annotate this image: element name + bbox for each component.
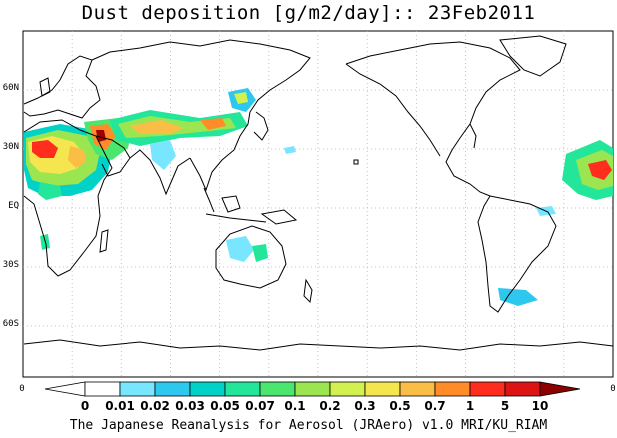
dust-westafrica xyxy=(38,182,62,200)
colorbar-label: 5 xyxy=(501,399,509,413)
lat-label-60n: 60N xyxy=(3,83,19,93)
colorbar-edge-left-label: 0 xyxy=(19,384,24,394)
dust-australia-east xyxy=(252,244,268,262)
colorbar-edge-right-label: 0 xyxy=(610,384,615,394)
colorbar-label: 0.3 xyxy=(354,399,375,413)
colorbar-swatch xyxy=(329,381,366,397)
coast-hawaii xyxy=(353,159,359,165)
coast-borneo xyxy=(221,195,241,213)
dust-taklimakan xyxy=(200,118,226,130)
map-footer: The Japanese Reanalysis for Aerosol (JRA… xyxy=(69,418,548,433)
colorbar-label: 0.05 xyxy=(210,399,240,413)
dust-pacific-speck xyxy=(284,146,296,154)
colorbar-label: 0.01 xyxy=(105,399,135,413)
colorbar-swatch xyxy=(434,381,471,397)
lat-label-30n: 30N xyxy=(3,142,19,152)
colorbar xyxy=(44,381,581,397)
colorbar-label: 1 xyxy=(466,399,474,413)
colorbar-swatch xyxy=(189,381,226,397)
colorbar-swatch xyxy=(504,381,541,397)
dust-asia-belt-core xyxy=(130,120,184,134)
colorbar-label: 0.03 xyxy=(175,399,205,413)
coast-na-west xyxy=(345,63,441,157)
map-title: Dust deposition [g/m2/day]:: 23Feb2011 xyxy=(81,2,536,24)
colorbar-label: 10 xyxy=(532,399,549,413)
colorbar-swatch xyxy=(259,381,296,397)
coast-europe xyxy=(23,55,101,119)
lat-label-60s: 60S xyxy=(3,319,19,329)
dust-red-spot xyxy=(96,130,106,142)
coast-africa xyxy=(23,119,113,277)
colorbar-label: 0.02 xyxy=(140,399,170,413)
colorbar-swatch xyxy=(469,381,506,397)
coast-uk xyxy=(39,77,51,97)
coast-south-america xyxy=(477,195,557,313)
colorbar-label: 0.5 xyxy=(389,399,410,413)
coast-north-america xyxy=(345,41,521,197)
dust-patagonia xyxy=(498,288,538,306)
colorbar-label: 0.2 xyxy=(319,399,340,413)
colorbar-label: 0 xyxy=(81,399,89,413)
colorbar-label: 0.1 xyxy=(284,399,305,413)
colorbar-swatch xyxy=(119,381,156,397)
coastlines xyxy=(23,35,614,351)
coast-japan xyxy=(253,111,269,141)
coast-madagascar xyxy=(99,229,109,253)
colorbar-swatch xyxy=(224,381,261,397)
dust-india xyxy=(150,140,176,170)
lat-label-eq: EQ xyxy=(8,201,19,211)
dust-sahara-core2 xyxy=(68,146,86,168)
colorbar-swatch xyxy=(399,381,436,397)
coast-indonesia xyxy=(205,213,267,223)
colorbar-swatch xyxy=(84,381,121,397)
colorbar-swatch xyxy=(364,381,401,397)
colorbar-swatch xyxy=(294,381,331,397)
dust-deposition-field xyxy=(24,88,613,306)
colorbar-label: 0.07 xyxy=(245,399,275,413)
colorbar-low-arrow xyxy=(44,381,86,397)
colorbar-labels: 0 0.01 0.02 0.03 0.05 0.07 0.1 0.2 0.3 0.5 0.7 1 5 10 xyxy=(81,399,549,413)
colorbar-label: 0.7 xyxy=(424,399,445,413)
coast-florida xyxy=(469,123,477,149)
coast-malay xyxy=(203,187,215,213)
lat-label-30s: 30S xyxy=(3,260,19,270)
colorbar-swatch xyxy=(154,381,191,397)
dust-australia xyxy=(226,236,254,262)
coast-new-zealand xyxy=(303,278,313,304)
coast-india xyxy=(129,149,191,196)
dust-mongolia-core xyxy=(234,92,248,104)
dust-sahara-east-core xyxy=(588,160,612,180)
dust-sahara-core xyxy=(32,140,58,158)
lat-labels: 60N 30N EQ 30S 60S xyxy=(3,83,19,329)
coast-new-guinea xyxy=(260,209,298,225)
graticule xyxy=(23,31,613,377)
coast-se-asia xyxy=(189,111,251,192)
coast-asia-north xyxy=(91,39,311,113)
coast-antarctica xyxy=(23,339,614,351)
coast-greenland xyxy=(499,35,567,77)
colorbar-high-arrow xyxy=(539,381,581,397)
coast-australia xyxy=(215,225,287,289)
